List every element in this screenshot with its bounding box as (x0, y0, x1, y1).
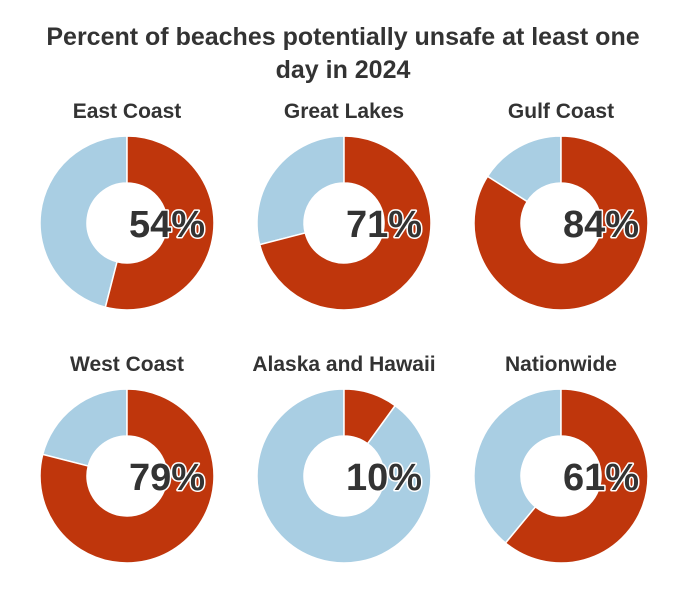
donut-rings: East Coast 54% Great Lakes 71% Gulf Coast 84%… (39, 100, 649, 564)
label-west-coast: West Coast (70, 353, 184, 376)
value-label-great-lakes: 71% (346, 204, 422, 246)
value-label-alaska-and-hawaii: 10% (346, 457, 422, 499)
value-label-gulf-coast: 84% (563, 204, 639, 246)
label-alaska-and-hawaii: Alaska and Hawaii (252, 353, 435, 376)
slice-remainder-east-coast (39, 135, 128, 309)
slice-remainder-nationwide (473, 388, 562, 545)
slice-remainder-great-lakes (256, 135, 345, 246)
value-label-nationwide: 61% (563, 457, 639, 499)
slice-remainder-west-coast (41, 388, 128, 467)
chart-title-line-2: day in 2024 (276, 56, 411, 84)
slice-unsafe-nationwide (504, 388, 649, 564)
slice-unsafe-great-lakes (258, 135, 432, 311)
donut-great-lakes: Great Lakes 71% (256, 100, 432, 311)
label-east-coast: East Coast (73, 100, 182, 123)
label-gulf-coast: Gulf Coast (508, 100, 614, 123)
donut-gulf-coast: Gulf Coast 84% (473, 100, 649, 311)
slice-unsafe-alaska-and-hawaii (343, 388, 397, 445)
chart-title-line-1: Percent of beaches potentially unsafe at… (46, 23, 639, 51)
donut-alaska-and-hawaii: Alaska and Hawaii 10% (252, 353, 436, 564)
slice-unsafe-east-coast (104, 135, 215, 311)
value-label-west-coast: 79% (129, 457, 205, 499)
slice-unsafe-west-coast (39, 388, 215, 564)
donut-nationwide: Nationwide 61% (473, 353, 649, 564)
label-nationwide: Nationwide (505, 353, 617, 376)
value-label-east-coast: 54% (129, 204, 205, 246)
donut-east-coast: East Coast 54% (39, 100, 215, 311)
slice-unsafe-gulf-coast (473, 135, 649, 311)
label-great-lakes: Great Lakes (284, 100, 404, 123)
slice-remainder-alaska-and-hawaii (256, 388, 432, 564)
donut-west-coast: West Coast 79% (39, 353, 215, 564)
